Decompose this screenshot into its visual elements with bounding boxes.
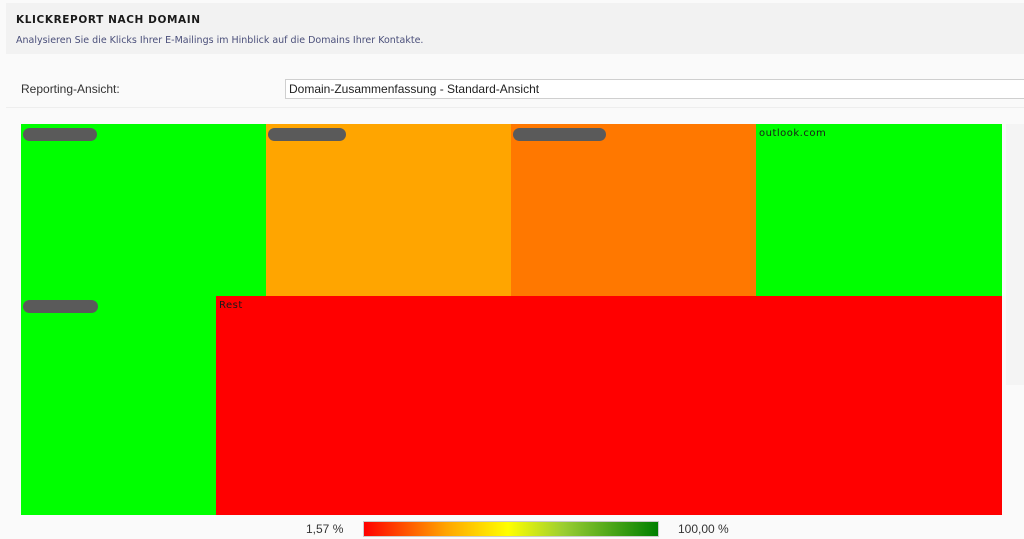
treemap-tile[interactable] — [511, 124, 756, 296]
domain-treemap: outlook.com Rest — [21, 124, 1002, 515]
redacted-domain-label — [23, 300, 98, 313]
redacted-domain-label — [513, 128, 606, 141]
reporting-view-row: Reporting-Ansicht: Domain-Zusammenfassun… — [6, 62, 1024, 108]
legend-gradient-bar — [363, 521, 659, 537]
reporting-view-select[interactable]: Domain-Zusammenfassung - Standard-Ansich… — [285, 79, 1024, 99]
tile-domain-label: outlook.com — [759, 128, 827, 139]
page-title: KLICKREPORT NACH DOMAIN — [16, 14, 201, 26]
page-subtitle: Analysieren Sie die Klicks Ihrer E-Maili… — [16, 35, 424, 46]
treemap-tile[interactable] — [21, 296, 216, 515]
treemap-tile[interactable] — [266, 124, 511, 296]
page-header: KLICKREPORT NACH DOMAIN Analysieren Sie … — [6, 3, 1024, 54]
treemap-tile[interactable] — [21, 124, 266, 296]
redacted-domain-label — [23, 128, 97, 141]
reporting-view-label: Reporting-Ansicht: — [21, 82, 120, 96]
tile-domain-label: Rest — [219, 300, 243, 311]
legend-max-value: 100,00 % — [678, 522, 729, 536]
legend-min-value: 1,57 % — [306, 522, 344, 536]
side-panel — [1006, 124, 1024, 385]
treemap-tile[interactable]: Rest — [216, 296, 1002, 515]
color-legend: 1,57 % 100,00 % — [0, 518, 1024, 539]
treemap-tile[interactable]: outlook.com — [756, 124, 1002, 296]
redacted-domain-label — [268, 128, 346, 141]
